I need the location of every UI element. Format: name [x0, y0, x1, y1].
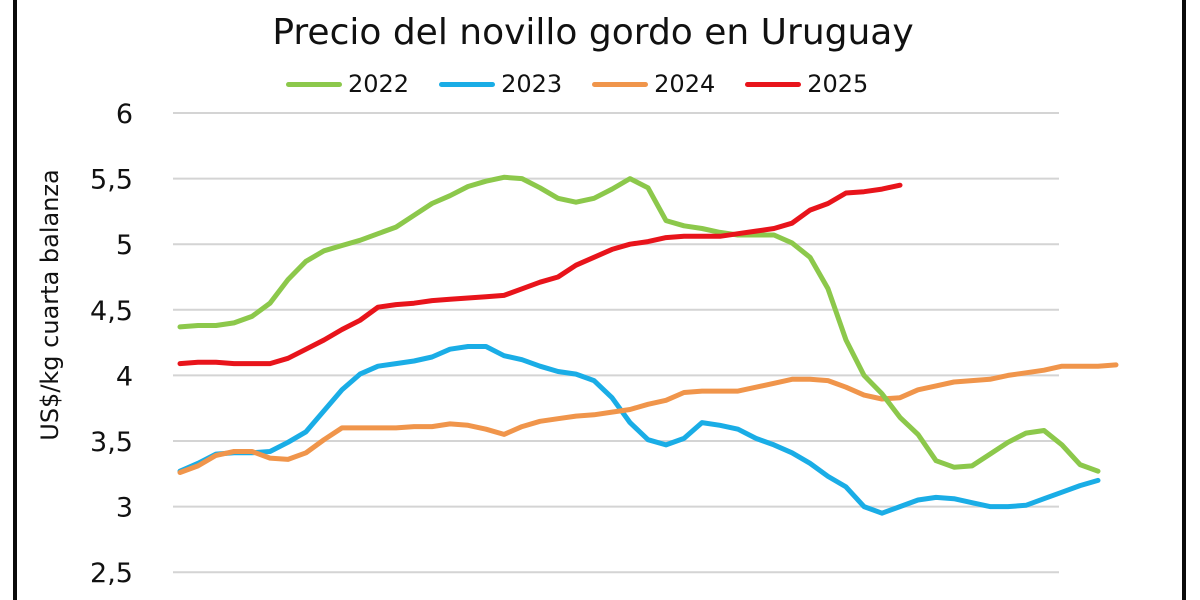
legend-item-2023: 2023 [439, 70, 562, 98]
y-tick-label: 5 [116, 230, 133, 261]
chart-title: Precio del novillo gordo en Uruguay [272, 12, 914, 53]
legend-label-2022: 2022 [348, 70, 410, 98]
series-line-2022 [177, 174, 1101, 474]
series-line-2024 [177, 362, 1119, 475]
legend-swatch-2025 [745, 81, 802, 87]
y-tick-label: 4 [116, 361, 133, 392]
y-axis-ticks: 2,5 3 3,5 4 4,5 5 5,5 6 [90, 99, 133, 589]
legend-swatch-2023 [439, 81, 496, 87]
legend-label-2023: 2023 [501, 70, 563, 98]
legend-item-2024: 2024 [592, 70, 715, 98]
legend-swatch-2022 [286, 81, 342, 87]
legend-item-2022: 2022 [286, 70, 409, 98]
series-line-2023 [177, 344, 1101, 516]
y-tick-label: 5,5 [90, 165, 133, 196]
series-lines [177, 174, 1119, 516]
y-tick-label: 3 [116, 493, 133, 524]
series-line-2025 [177, 182, 903, 367]
legend-item-2025: 2025 [745, 70, 868, 98]
y-tick-label: 4,5 [90, 296, 133, 327]
y-tick-label: 6 [116, 99, 133, 130]
legend-label-2024: 2024 [654, 70, 716, 98]
legend-swatch-2024 [592, 81, 649, 87]
gridlines [173, 112, 1059, 574]
y-tick-label: 2,5 [90, 558, 133, 589]
chart-legend: 2022 2023 2024 2025 [286, 70, 898, 98]
chart-frame-right-border [1182, 0, 1186, 600]
chart-frame-left-border [13, 0, 17, 600]
legend-label-2025: 2025 [807, 70, 869, 98]
y-tick-label: 3,5 [90, 427, 133, 458]
